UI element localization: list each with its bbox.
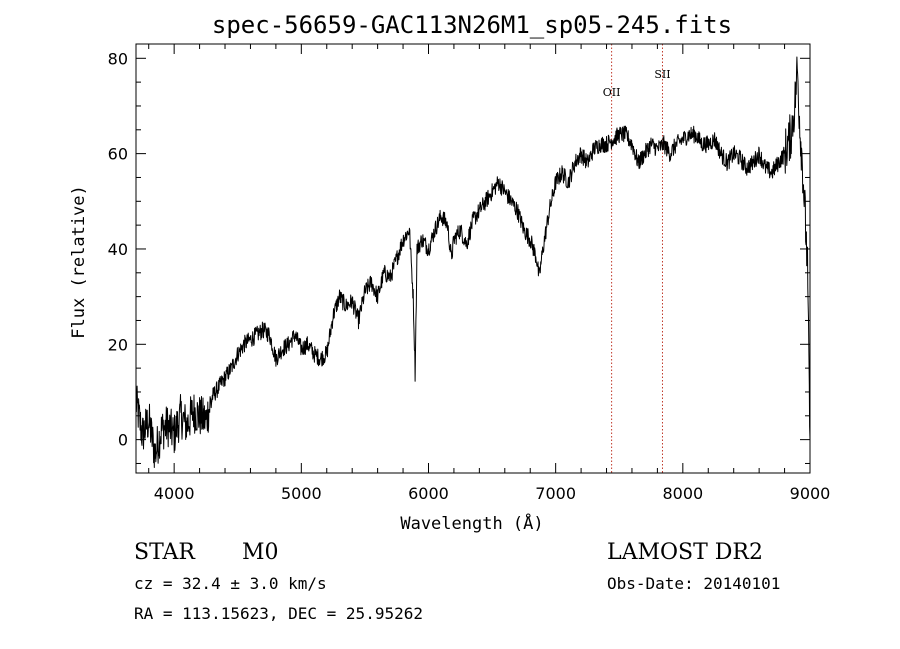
- x-axis-label: Wavelength (Å): [400, 512, 543, 534]
- x-tick-label: 5000: [281, 484, 322, 503]
- axis-ticks: 4000 5000 6000 7000 8000 9000 0 20 40 60 80: [108, 44, 831, 503]
- y-tick-label: 0: [118, 431, 128, 450]
- emission-line-label: OII: [603, 86, 621, 99]
- y-tick-label: 40: [108, 240, 128, 259]
- survey-name: LAMOST DR2: [607, 540, 763, 565]
- x-tick-label: 4000: [154, 484, 195, 503]
- sky-coordinates: RA = 113.15623, DEC = 25.95262: [134, 604, 423, 623]
- plot-axes: [135, 43, 811, 474]
- spectral-subclass: M0: [242, 540, 279, 565]
- y-axis-label: Flux (relative): [69, 185, 89, 339]
- redshift-velocity: cz = 32.4 ± 3.0 km/s: [134, 574, 327, 593]
- emission-line-markers: OII SII: [603, 44, 671, 473]
- x-tick-label: 9000: [790, 484, 831, 503]
- x-tick-label: 8000: [662, 484, 703, 503]
- plot-frame: [135, 43, 811, 474]
- y-tick-label: 20: [108, 335, 128, 354]
- x-tick-label: 7000: [535, 484, 576, 503]
- observation-date: Obs-Date: 20140101: [607, 574, 780, 593]
- chart-title: spec-56659-GAC113N26M1_sp05-245.fits: [212, 11, 732, 39]
- spectrum-series: [135, 56, 811, 468]
- spectrum-line: [135, 56, 811, 468]
- y-tick-label: 60: [108, 145, 128, 164]
- x-tick-label: 6000: [408, 484, 449, 503]
- emission-line-label: SII: [654, 68, 670, 81]
- object-class: STAR: [134, 540, 196, 565]
- y-tick-label: 80: [108, 49, 128, 68]
